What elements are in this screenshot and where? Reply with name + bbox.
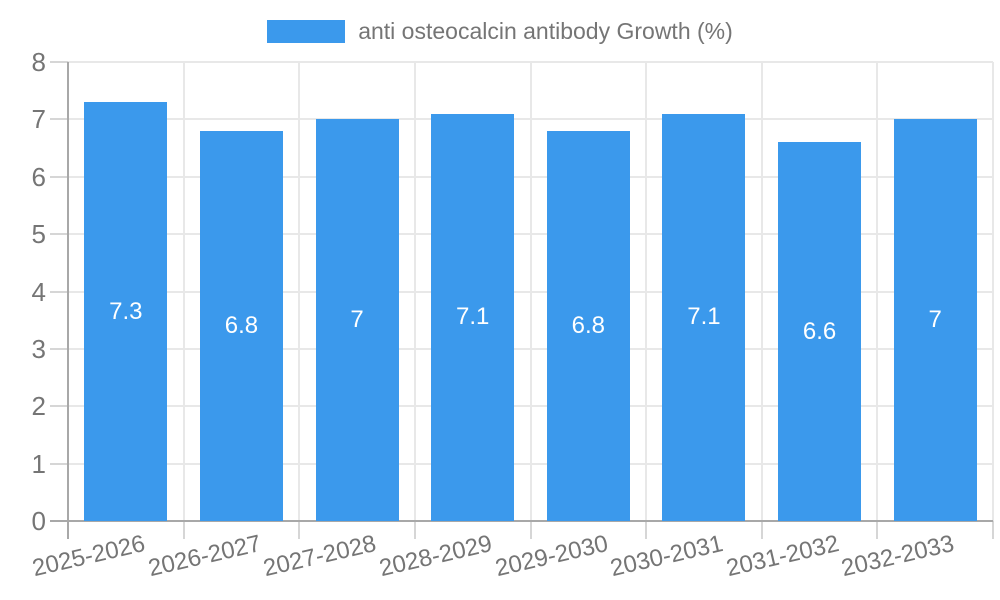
bar[interactable] (84, 102, 168, 521)
x-axis-tick-label: 2032-2033 (839, 530, 958, 583)
bar[interactable] (315, 119, 399, 521)
y-axis-tick-label: 3 (31, 333, 46, 364)
y-axis-tick-label: 8 (31, 47, 46, 77)
gridline-v (876, 62, 879, 521)
y-axis-tick-label: 0 (31, 506, 46, 536)
y-axis-tick (50, 175, 68, 178)
y-axis-tick (50, 61, 68, 63)
x-axis-tick-label: 2028-2029 (376, 530, 495, 583)
x-axis-tick-label: 2026-2027 (145, 530, 264, 583)
gridline-v (645, 62, 648, 521)
legend-label: anti osteocalcin antibody Growth (%) (358, 18, 733, 44)
y-axis-tick (50, 347, 68, 350)
legend-swatch (267, 20, 346, 43)
x-axis-tick (992, 521, 994, 539)
x-axis-tick (760, 521, 763, 539)
x-axis-tick-label: 2029-2030 (492, 530, 611, 583)
y-axis-line (67, 62, 69, 539)
y-axis-tick (50, 118, 68, 121)
bar-value-label: 7.3 (109, 297, 143, 325)
bar[interactable] (778, 142, 862, 521)
x-axis-tick-label: 2031-2032 (723, 530, 842, 583)
bar[interactable] (546, 130, 630, 521)
bar[interactable] (431, 113, 515, 521)
legend[interactable]: anti osteocalcin antibody Growth (%) (0, 20, 1000, 43)
bar-value-label: 7 (350, 306, 364, 334)
y-axis-tick-label: 4 (31, 276, 46, 307)
bar-value-label: 7.1 (456, 303, 490, 331)
bar-value-label: 6.8 (224, 311, 259, 339)
gridline-v (298, 62, 301, 521)
x-axis-tick (529, 521, 532, 539)
x-axis-tick-label: 2030-2031 (607, 530, 726, 583)
gridline-v (992, 62, 994, 521)
bar[interactable] (662, 113, 746, 521)
gridline-v (529, 62, 532, 521)
y-axis-tick (50, 290, 68, 293)
bar-value-label: 6.8 (571, 311, 605, 339)
y-axis-tick-label: 2 (31, 391, 46, 422)
x-axis-tick (645, 521, 648, 539)
gridline-v (760, 62, 763, 521)
gridline-v (413, 62, 416, 521)
bar-value-label: 7 (928, 306, 942, 334)
y-axis-tick-label: 1 (31, 448, 46, 479)
y-axis-tick (50, 462, 68, 465)
y-axis-tick (50, 405, 68, 408)
x-axis-tick (298, 521, 301, 539)
x-axis-tick-label: 2025-2026 (29, 530, 148, 583)
bar[interactable] (199, 130, 283, 521)
bar[interactable] (893, 119, 977, 521)
y-axis-tick (50, 233, 68, 236)
y-axis-tick-label: 5 (31, 219, 46, 250)
bar-value-label: 6.6 (802, 317, 837, 345)
gridline-v (182, 62, 185, 521)
y-axis-tick-label: 6 (31, 161, 46, 192)
x-axis-tick (876, 521, 879, 539)
x-axis-tick (413, 521, 416, 539)
x-axis-baseline (50, 520, 993, 522)
x-axis-tick (182, 521, 185, 539)
y-axis-tick-label: 7 (31, 104, 46, 135)
bar-value-label: 7.1 (687, 303, 721, 331)
x-axis-tick-label: 2027-2028 (260, 530, 379, 583)
